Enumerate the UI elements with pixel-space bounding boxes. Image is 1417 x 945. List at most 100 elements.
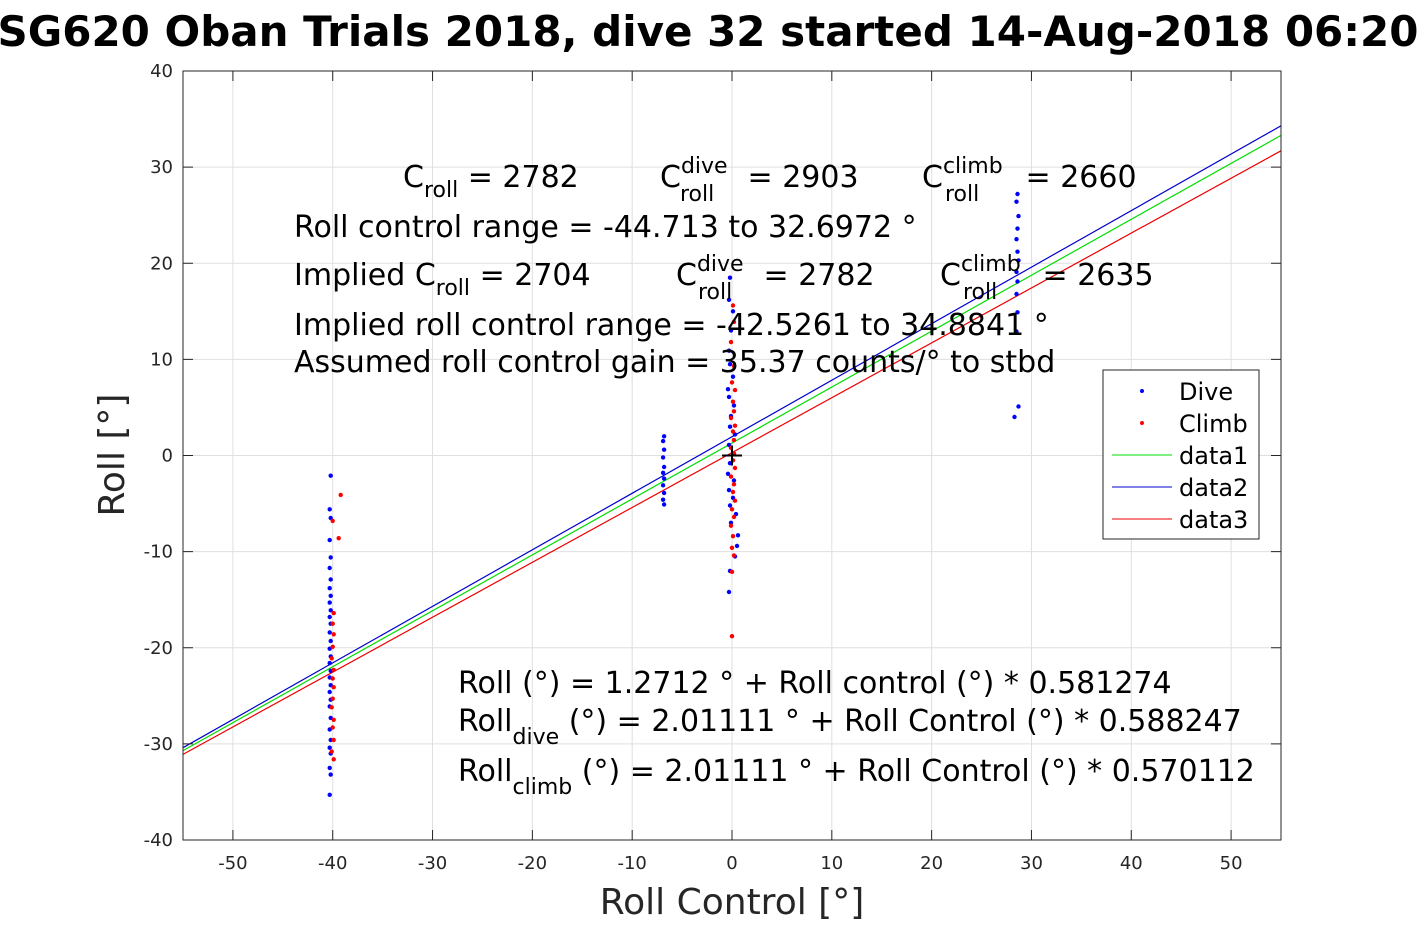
point-dive — [1014, 199, 1019, 204]
point-climb — [730, 534, 736, 539]
point-dive — [328, 577, 333, 582]
point-dive — [1016, 213, 1021, 219]
point-climb — [728, 523, 734, 528]
x-tick-label: -30 — [418, 853, 447, 874]
point-climb — [331, 737, 336, 743]
point-climb — [331, 632, 336, 637]
point-dive — [735, 533, 741, 538]
point-climb — [331, 685, 336, 690]
legend-swatch-climb — [1140, 421, 1144, 425]
point-climb — [728, 415, 734, 421]
y-tick-label: 20 — [150, 253, 173, 274]
point-dive — [725, 387, 731, 392]
point-dive — [660, 438, 666, 444]
point-dive — [731, 403, 737, 408]
point-climb — [330, 696, 335, 701]
point-climb — [731, 482, 737, 487]
y-tick-label: -30 — [144, 734, 173, 755]
point-climb — [729, 545, 735, 550]
point-climb — [330, 676, 335, 681]
point-dive — [327, 586, 332, 591]
x-tick-label: 40 — [1120, 853, 1143, 874]
point-dive — [728, 328, 734, 333]
c-roll-climb-annotation: Cclimb roll = 2660 — [922, 154, 1137, 207]
point-climb — [730, 399, 736, 404]
point-dive — [660, 483, 666, 488]
point-dive — [661, 502, 667, 507]
point-dive — [726, 297, 732, 302]
point-climb — [331, 667, 336, 673]
point-climb — [728, 474, 734, 479]
y-tick-label: -40 — [144, 830, 173, 851]
x-tick-label: 0 — [726, 853, 737, 874]
y-axis-label: Roll [°] — [92, 394, 133, 517]
point-climb — [730, 303, 736, 308]
point-climb — [730, 489, 736, 495]
point-dive — [1014, 269, 1019, 275]
legend-label-climb: Climb — [1179, 410, 1248, 438]
x-tick-label: -50 — [218, 853, 247, 874]
point-dive — [660, 470, 666, 475]
x-tick-label: 50 — [1220, 853, 1243, 874]
point-climb — [330, 725, 335, 730]
point-dive — [327, 537, 332, 543]
chart-title: SG620 Oban Trials 2018, dive 32 started … — [0, 7, 1417, 56]
point-climb — [730, 429, 736, 434]
point-dive — [1014, 291, 1019, 297]
point-dive — [661, 434, 667, 439]
point-dive — [734, 543, 740, 549]
point-dive — [726, 394, 732, 400]
point-climb — [330, 644, 335, 649]
point-dive — [327, 630, 332, 635]
point-dive — [726, 487, 732, 493]
y-tick-label: 30 — [150, 157, 173, 178]
fit-equation-dive: Rolldive (°) = 2.01111 ° + Roll Control … — [458, 704, 1242, 750]
point-climb — [329, 705, 334, 710]
point-dive — [731, 478, 737, 483]
point-climb — [731, 514, 737, 520]
point-dive — [727, 362, 733, 367]
point-dive — [328, 473, 333, 478]
legend-label-data1: data1 — [1179, 442, 1248, 470]
origin-marker — [722, 445, 742, 466]
x-tick-label: 30 — [1020, 853, 1043, 874]
x-tick-label: 20 — [920, 853, 943, 874]
point-dive — [327, 660, 332, 666]
c-roll-dive-annotation: Cdive roll = 2903 — [660, 154, 859, 207]
legend-swatch-dive — [1140, 389, 1144, 393]
x-tick-label: -10 — [617, 853, 646, 874]
fit-equation-climb: Rollclimb (°) = 2.01111 ° + Roll Control… — [458, 754, 1255, 800]
point-dive — [727, 424, 733, 429]
point-dive — [327, 689, 332, 695]
point-climb — [732, 423, 738, 428]
point-climb — [331, 757, 336, 762]
fit-line-data1 — [182, 134, 1282, 752]
point-dive — [327, 614, 332, 620]
point-climb — [731, 437, 737, 443]
fit-line-data2 — [182, 125, 1282, 749]
legend-label-dive: Dive — [1179, 378, 1233, 406]
legend: Dive Climb data1 data2 data3 — [1102, 369, 1260, 540]
c-roll-annotation: Croll = 2782 — [403, 160, 579, 203]
point-climb — [731, 363, 737, 369]
point-dive — [661, 476, 667, 481]
point-dive — [1014, 329, 1019, 334]
point-climb — [729, 380, 735, 385]
point-dive — [661, 447, 667, 452]
point-dive — [1014, 237, 1019, 242]
point-dive — [1015, 310, 1020, 315]
point-dive — [327, 745, 332, 750]
point-dive — [327, 565, 332, 571]
point-dive — [1015, 249, 1020, 254]
implied-c-roll-climb-annotation: Cclimb roll = 2635 — [940, 252, 1154, 305]
point-climb — [732, 498, 738, 503]
point-dive — [1015, 279, 1020, 284]
point-dive — [1016, 404, 1021, 409]
point-dive — [1015, 191, 1020, 197]
point-dive — [328, 638, 333, 644]
y-tick-label: -10 — [144, 542, 173, 563]
point-climb — [330, 518, 335, 524]
x-axis-label: Roll Control [°] — [600, 882, 865, 923]
legend-label-data3: data3 — [1179, 506, 1248, 534]
point-climb — [731, 409, 737, 414]
